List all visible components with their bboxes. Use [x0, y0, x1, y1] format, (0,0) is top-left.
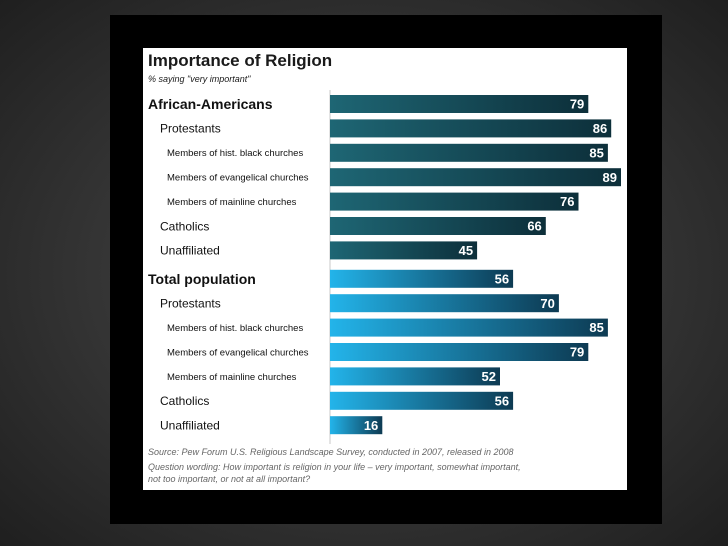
- value-g1-unaffiliated-6: 16: [364, 418, 378, 433]
- bar-g0-members-of-evangelical-churches-3: [330, 168, 621, 187]
- label-g0-members-of-mainline-churches-4: Members of mainline churches: [167, 197, 297, 208]
- bar-g0-catholics-5: [330, 217, 546, 235]
- bar-g0-protestants-1: [330, 119, 612, 138]
- label-g0-protestants-1: Protestants: [160, 122, 221, 136]
- bar-g1-members-of-mainline-churches-4: [330, 367, 500, 386]
- label-g1-total-population-0: Total population: [148, 271, 256, 287]
- chart-svg: Importance of Religion % saying "very im…: [148, 51, 621, 484]
- value-g0-african-americans-0: 79: [570, 97, 584, 112]
- bar-g0-unaffiliated-6: [330, 241, 478, 260]
- value-g1-members-of-mainline-churches-4: 52: [482, 369, 496, 384]
- bar-g1-members-of-evangelical-churches-3: [330, 343, 589, 361]
- label-g1-protestants-1: Protestants: [160, 297, 221, 311]
- value-g0-members-of-evangelical-churches-3: 89: [603, 170, 617, 185]
- value-g1-members-of-evangelical-churches-3: 79: [570, 345, 584, 360]
- bar-g0-members-of-mainline-churches-4: [330, 192, 579, 211]
- label-g0-african-americans-0: African-Americans: [148, 96, 273, 112]
- value-g1-total-population-0: 56: [495, 271, 509, 286]
- source-note: Source: Pew Forum U.S. Religious Landsca…: [148, 447, 514, 457]
- label-g0-members-of-hist-black-churches-2: Members of hist. black churches: [167, 148, 303, 159]
- label-g1-catholics-5: Catholics: [160, 394, 209, 408]
- bar-rows: African-Americans 79 Protestants 86 Members …: [148, 95, 621, 435]
- label-g1-members-of-mainline-churches-4: Members of mainline churches: [167, 372, 297, 383]
- label-g1-members-of-evangelical-churches-3: Members of evangelical churches: [167, 347, 309, 358]
- label-g1-members-of-hist-black-churches-2: Members of hist. black churches: [167, 323, 303, 334]
- bar-g1-total-population-0: [330, 269, 514, 288]
- bar-g1-catholics-5: [330, 391, 514, 410]
- label-g0-catholics-5: Catholics: [160, 219, 209, 233]
- chart-panel: Importance of Religion % saying "very im…: [143, 48, 627, 490]
- bar-g0-members-of-hist-black-churches-2: [330, 143, 608, 162]
- value-g0-catholics-5: 66: [527, 219, 541, 234]
- label-g0-unaffiliated-6: Unaffiliated: [160, 244, 220, 258]
- bar-g1-unaffiliated-6: [330, 416, 383, 435]
- bar-g1-members-of-hist-black-churches-2: [330, 318, 608, 337]
- value-g0-protestants-1: 86: [593, 121, 607, 136]
- label-g1-unaffiliated-6: Unaffiliated: [160, 419, 220, 433]
- chart-subtitle: % saying "very important": [148, 74, 251, 84]
- question-note-line-2: not too important, or not at all importa…: [148, 474, 310, 484]
- value-g1-protestants-1: 70: [540, 296, 554, 311]
- bar-g1-protestants-1: [330, 294, 559, 313]
- chart-title: Importance of Religion: [148, 51, 332, 70]
- value-g1-members-of-hist-black-churches-2: 85: [589, 320, 603, 335]
- value-g0-members-of-mainline-churches-4: 76: [560, 194, 574, 209]
- question-note-line-1: Question wording: How important is relig…: [148, 462, 521, 472]
- value-g0-unaffiliated-6: 45: [459, 243, 473, 258]
- bar-g0-african-americans-0: [330, 95, 589, 113]
- value-g1-catholics-5: 56: [495, 393, 509, 408]
- value-g0-members-of-hist-black-churches-2: 85: [589, 145, 603, 160]
- label-g0-members-of-evangelical-churches-3: Members of evangelical churches: [167, 173, 309, 184]
